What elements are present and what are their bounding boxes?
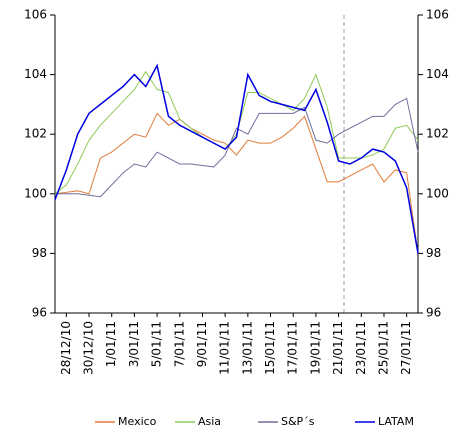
x-tick-label: 1/01/11	[104, 321, 118, 367]
y-tick-label: 96	[32, 306, 47, 320]
y-tick-label: 104	[24, 67, 47, 81]
series-line	[54, 70, 419, 195]
y-tick-label: 102	[24, 127, 47, 141]
x-tick-label: 9/01/11	[195, 321, 209, 367]
x-tick-label: 28/12/10	[59, 321, 73, 375]
x-tick-label: 11/01/11	[218, 321, 232, 375]
y2-tick-label: 102	[426, 127, 449, 141]
y-tick-label: 100	[24, 186, 47, 200]
x-tick-label: 23/01/11	[354, 321, 368, 375]
legend-label: Asia	[198, 415, 221, 428]
x-tick-label: 3/01/11	[127, 321, 141, 367]
y-tick-label: 106	[24, 8, 47, 22]
series-line	[54, 112, 419, 254]
y2-tick-label: 96	[426, 306, 441, 320]
series-line	[55, 97, 419, 198]
legend-label: LATAM	[378, 415, 414, 428]
y-tick-label: 98	[32, 246, 47, 260]
legend-label: S&P´s	[281, 415, 315, 428]
x-tick-label: 13/01/11	[240, 321, 254, 375]
x-tick-label: 15/01/11	[263, 321, 277, 375]
x-tick-label: 7/01/11	[172, 321, 186, 367]
legend-label: Mexico	[118, 415, 157, 428]
x-tick-label: 5/01/11	[150, 321, 164, 367]
x-tick-label: 19/01/11	[308, 321, 322, 375]
x-tick-label: 27/01/11	[399, 321, 413, 375]
x-tick-label: 21/01/11	[331, 321, 345, 375]
y2-tick-label: 106	[426, 8, 449, 22]
y2-tick-label: 104	[426, 67, 449, 81]
y2-tick-label: 98	[426, 246, 441, 260]
y2-tick-label: 100	[426, 186, 449, 200]
x-tick-label: 30/12/10	[82, 321, 96, 375]
x-tick-label: 25/01/11	[376, 321, 390, 375]
series-line	[54, 63, 419, 254]
x-tick-label: 17/01/11	[286, 321, 300, 375]
